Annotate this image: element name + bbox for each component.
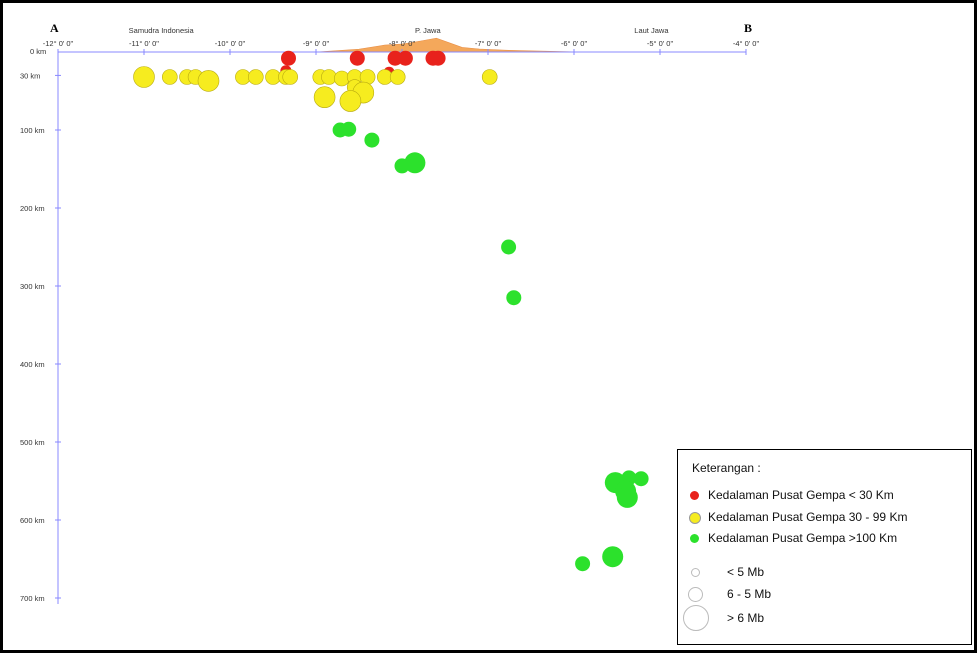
size-circle-large-icon [683,605,709,631]
x-tick-label: -12° 0' 0" [43,39,74,48]
legend-label-intermediate: Kedalaman Pusat Gempa 30 - 99 Km [708,510,908,524]
place-label-p-jawa: P. Jawa [415,26,442,35]
labels: -12° 0' 0" -11° 0' 0" -10° 0' 0" -9° 0' 0" -… [20,21,759,603]
place-label-laut-jawa: Laut Jawa [634,26,669,35]
y-tick-label: 200 km [20,204,45,213]
hypocenter-intermediate [481,69,498,85]
legend-label-shallow: Kedalaman Pusat Gempa < 30 Km [708,488,894,502]
axes [57,51,746,604]
hypocenter-intermediate [389,69,406,85]
y-tick-label: 500 km [20,438,45,447]
y-tick-label: 30 km [20,71,40,80]
hypocenter-deep [506,290,522,306]
y-tick-label: 600 km [20,516,45,525]
size-circle-small-icon [691,568,700,577]
x-tick-label: -6° 0' 0" [561,39,588,48]
x-tick-label: -8° 0' 0" [389,39,416,48]
x-tick-label: -7° 0' 0" [475,39,502,48]
size-circle-medium-icon [688,587,703,602]
legend-title: Keterangan : [692,461,761,475]
hypocenter-deep [341,121,357,137]
hypocenter-intermediate [162,69,178,85]
hypocenter-deep [575,556,591,572]
hypocenter-shallow [397,50,413,66]
hypocenter-deep [501,239,517,255]
x-tick-label: -11° 0' 0" [129,39,159,48]
place-label-samudra-indonesia: Samudra Indonesia [129,26,195,35]
x-tick-label: -10° 0' 0" [215,39,246,48]
legend-size-large-label: > 6 Mb [727,611,765,625]
legend-swatch-shallow [690,491,699,500]
topography-profile [315,37,583,53]
y-tick-label: 0 km [30,47,46,56]
y-tick-label: 300 km [20,282,45,291]
hypocenter-intermediate [313,86,336,108]
legend: Keterangan : Kedalaman Pusat Gempa < 30 … [677,449,972,645]
legend-swatch-intermediate [689,512,701,524]
y-tick-label: 700 km [20,594,45,603]
legend-swatch-deep [690,534,699,543]
hypocenter-deep [404,152,426,174]
hypocenter-deep [616,486,638,508]
hypocenter-shallow [349,50,365,66]
hypocenter-intermediate [197,70,220,92]
x-tick-label: -9° 0' 0" [303,39,330,48]
hypocenter-intermediate [248,69,264,85]
hypocenter-deep [364,132,380,148]
x-tick-label: -5° 0' 0" [647,39,674,48]
hypocenter-intermediate [282,69,299,85]
legend-label-deep: Kedalaman Pusat Gempa >100 Km [708,531,898,545]
data-points [133,50,649,572]
y-tick-label: 400 km [20,360,45,369]
hypocenter-deep [633,471,649,487]
topography-layer [315,37,583,53]
hypocenter-intermediate [133,66,155,88]
y-tick-label: 100 km [20,126,45,135]
ticks [55,49,747,599]
hypocenter-shallow [387,50,403,66]
legend-size-medium-label: 6 - 5 Mb [727,587,772,601]
hypocenter-shallow [281,50,296,66]
hypocenter-shallow [430,50,446,66]
legend-size-small-label: < 5 Mb [727,565,765,579]
profile-start-label: A [50,21,59,35]
hypocenter-deep [602,546,624,568]
hypocenter-intermediate [339,90,362,112]
x-tick-label: -4° 0' 0" [733,39,760,48]
profile-end-label: B [744,21,752,35]
